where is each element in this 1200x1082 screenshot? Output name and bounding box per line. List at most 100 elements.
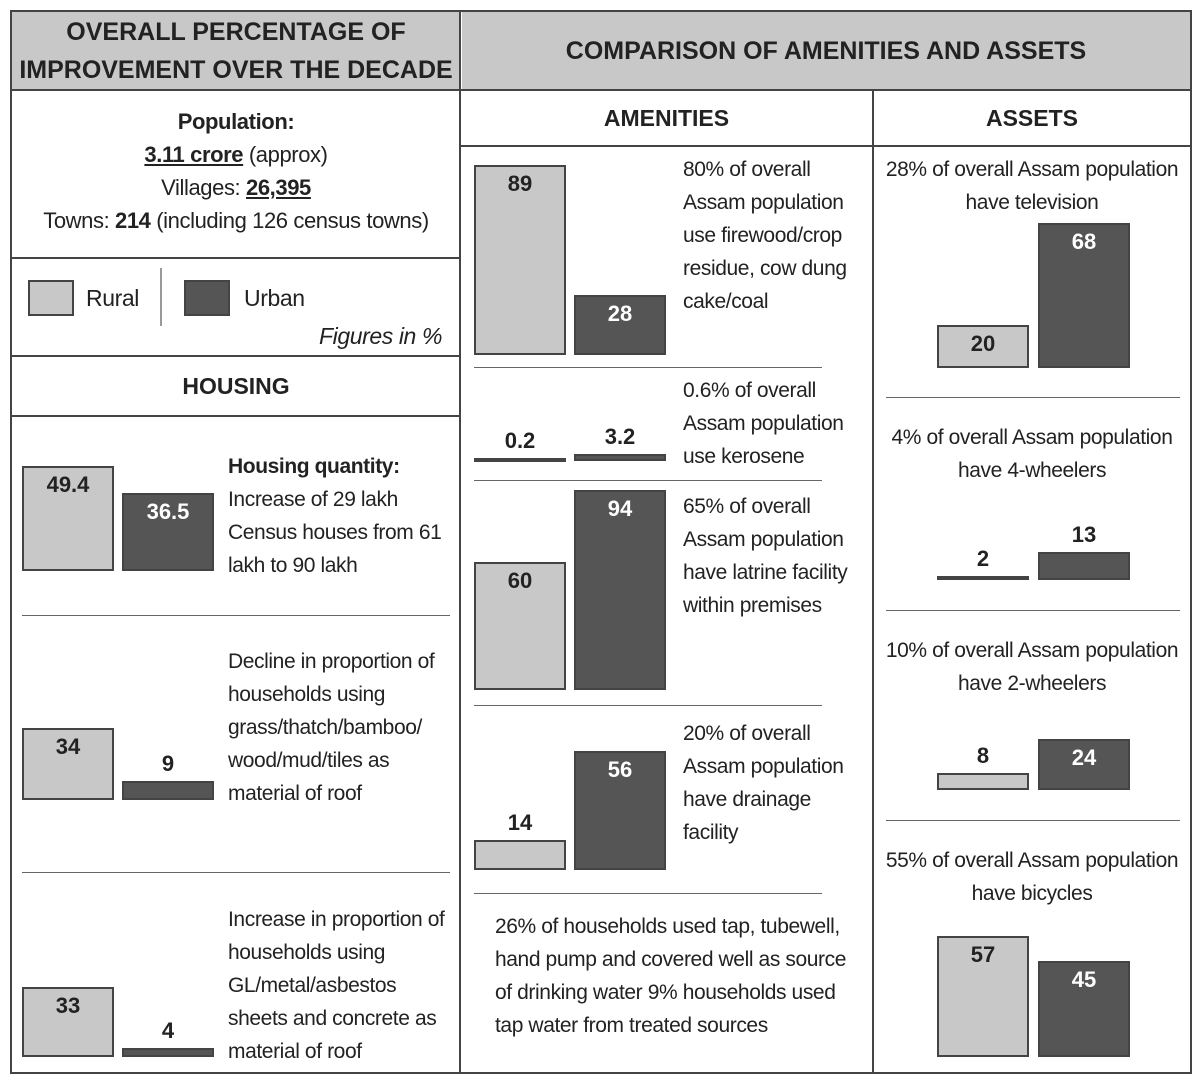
item-text: 10% of overall Assam population have 2-w… <box>880 634 1184 700</box>
housing-title: HOUSING <box>182 372 290 399</box>
item-body: 0.6% of overall Assam population use ker… <box>683 379 844 468</box>
bar-rural <box>474 165 566 355</box>
value-label: 28 <box>607 301 633 327</box>
frame <box>10 10 1192 1074</box>
bar-urban <box>1038 961 1130 1057</box>
item-text: Decline in proportion of households usin… <box>228 645 456 810</box>
population-line: 3.11 crore (approx) <box>12 138 460 171</box>
divider <box>22 615 450 616</box>
divider <box>474 367 822 368</box>
bar-rural <box>474 562 566 690</box>
bar-urban <box>122 493 214 571</box>
population: 3.11 crore <box>144 142 244 167</box>
value-label: 20 <box>970 331 996 357</box>
towns-line: Towns: 214 (including 126 census towns) <box>12 204 460 237</box>
value-label: 45 <box>1071 967 1097 993</box>
divider <box>886 820 1180 821</box>
item-heading: Housing quantity: <box>228 455 400 478</box>
assets-title: ASSETS <box>985 105 1079 131</box>
value-label: 9 <box>161 750 175 776</box>
item-text: 20% of overall Assam population have dra… <box>683 717 871 849</box>
bar-urban <box>122 1048 214 1057</box>
towns-note: (including 126 census towns) <box>156 208 429 233</box>
value-label: 33 <box>55 992 81 1018</box>
bar-urban <box>1038 552 1130 580</box>
villages-label: Villages: <box>161 175 241 200</box>
amenities-title: AMENITIES <box>603 105 730 131</box>
item-body: 65% of overall Assam population have lat… <box>683 495 848 617</box>
item-text: 80% of overall Assam population use fire… <box>683 153 871 318</box>
legend-swatch-rural <box>28 280 74 316</box>
item-body: Decline in proportion of households usin… <box>228 650 435 805</box>
value-label: 36.5 <box>146 499 190 525</box>
villages-line: Villages: 26,395 <box>12 171 460 204</box>
divider <box>12 257 460 259</box>
towns-label: Towns: <box>43 208 110 233</box>
value-label: 14 <box>507 810 533 836</box>
divider <box>459 12 461 1074</box>
value-label: 49.4 <box>46 471 90 497</box>
divider <box>461 145 1190 147</box>
bar-urban <box>1038 223 1130 368</box>
item-body: 28% of overall Assam population have tel… <box>885 158 1179 214</box>
population-label: Population: <box>177 109 295 134</box>
value-label: 13 <box>1071 522 1097 548</box>
legend-divider <box>160 268 162 326</box>
value-label: 8 <box>976 742 990 768</box>
item-text: 65% of overall Assam population have lat… <box>683 490 871 622</box>
bar-rural <box>474 458 566 462</box>
divider <box>474 480 822 481</box>
value-label: 0.2 <box>504 428 536 453</box>
item-text: Housing quantity: Increase of 29 lakh Cen… <box>228 450 456 582</box>
value-label: 24 <box>1071 744 1097 770</box>
bar-urban <box>574 750 666 870</box>
divider <box>12 355 460 357</box>
value-label: 57 <box>970 941 996 967</box>
value-label: 4 <box>161 1018 175 1044</box>
bar-rural <box>22 727 114 800</box>
bar-rural <box>22 465 114 571</box>
population-note: (approx) <box>248 142 328 167</box>
divider <box>474 705 822 706</box>
right-header: COMPARISON OF AMENITIES AND ASSETS <box>462 12 1190 90</box>
item-body: 4% of overall Assam population have 4-wh… <box>891 426 1173 482</box>
item-body: 20% of overall Assam population have dra… <box>683 722 844 844</box>
value-label: 56 <box>607 756 633 782</box>
bar-rural <box>937 772 1029 790</box>
value-label: 3.2 <box>604 424 636 450</box>
bar-urban <box>122 780 214 800</box>
item-text: 28% of overall Assam population have tel… <box>880 153 1184 219</box>
divider <box>886 610 1180 611</box>
legend-rural: Rural <box>86 285 139 311</box>
item-text: Increase in proportion of households usi… <box>228 903 456 1068</box>
divider <box>886 397 1180 398</box>
bar-rural <box>474 840 566 870</box>
divider <box>22 872 450 873</box>
item-body: Increase of 29 lakh Census houses from 6… <box>228 488 442 577</box>
divider <box>474 893 822 894</box>
item-body: 10% of overall Assam population have 2-w… <box>885 639 1179 695</box>
bar-rural <box>937 575 1029 580</box>
legend-swatch-urban <box>184 280 230 316</box>
towns: 214 <box>115 208 151 233</box>
villages: 26,395 <box>246 175 311 200</box>
value-label: 68 <box>1071 229 1097 255</box>
legend-note: Figures in % <box>318 323 442 349</box>
bar-urban <box>574 295 666 355</box>
item-body: 55% of overall Assam population have bic… <box>885 849 1179 905</box>
item-text: 4% of overall Assam population have 4-wh… <box>880 421 1184 487</box>
bar-rural <box>937 935 1029 1057</box>
value-label: 60 <box>507 568 533 594</box>
item-body: Increase in proportion of households usi… <box>228 908 445 1063</box>
value-label: 34 <box>55 733 81 759</box>
left-header: OVERALL PERCENTAGE OF IMPROVEMENT OVER T… <box>12 12 460 90</box>
bar-urban <box>574 489 666 690</box>
legend-urban: Urban <box>244 285 305 311</box>
value-label: 94 <box>607 495 633 521</box>
divider <box>12 415 460 417</box>
amenities-note: 26% of households used tap, tubewell, ha… <box>495 915 846 1037</box>
item-body: 80% of overall Assam population use fire… <box>683 158 847 313</box>
divider <box>872 90 874 1074</box>
item-text: 0.6% of overall Assam population use ker… <box>683 374 871 473</box>
